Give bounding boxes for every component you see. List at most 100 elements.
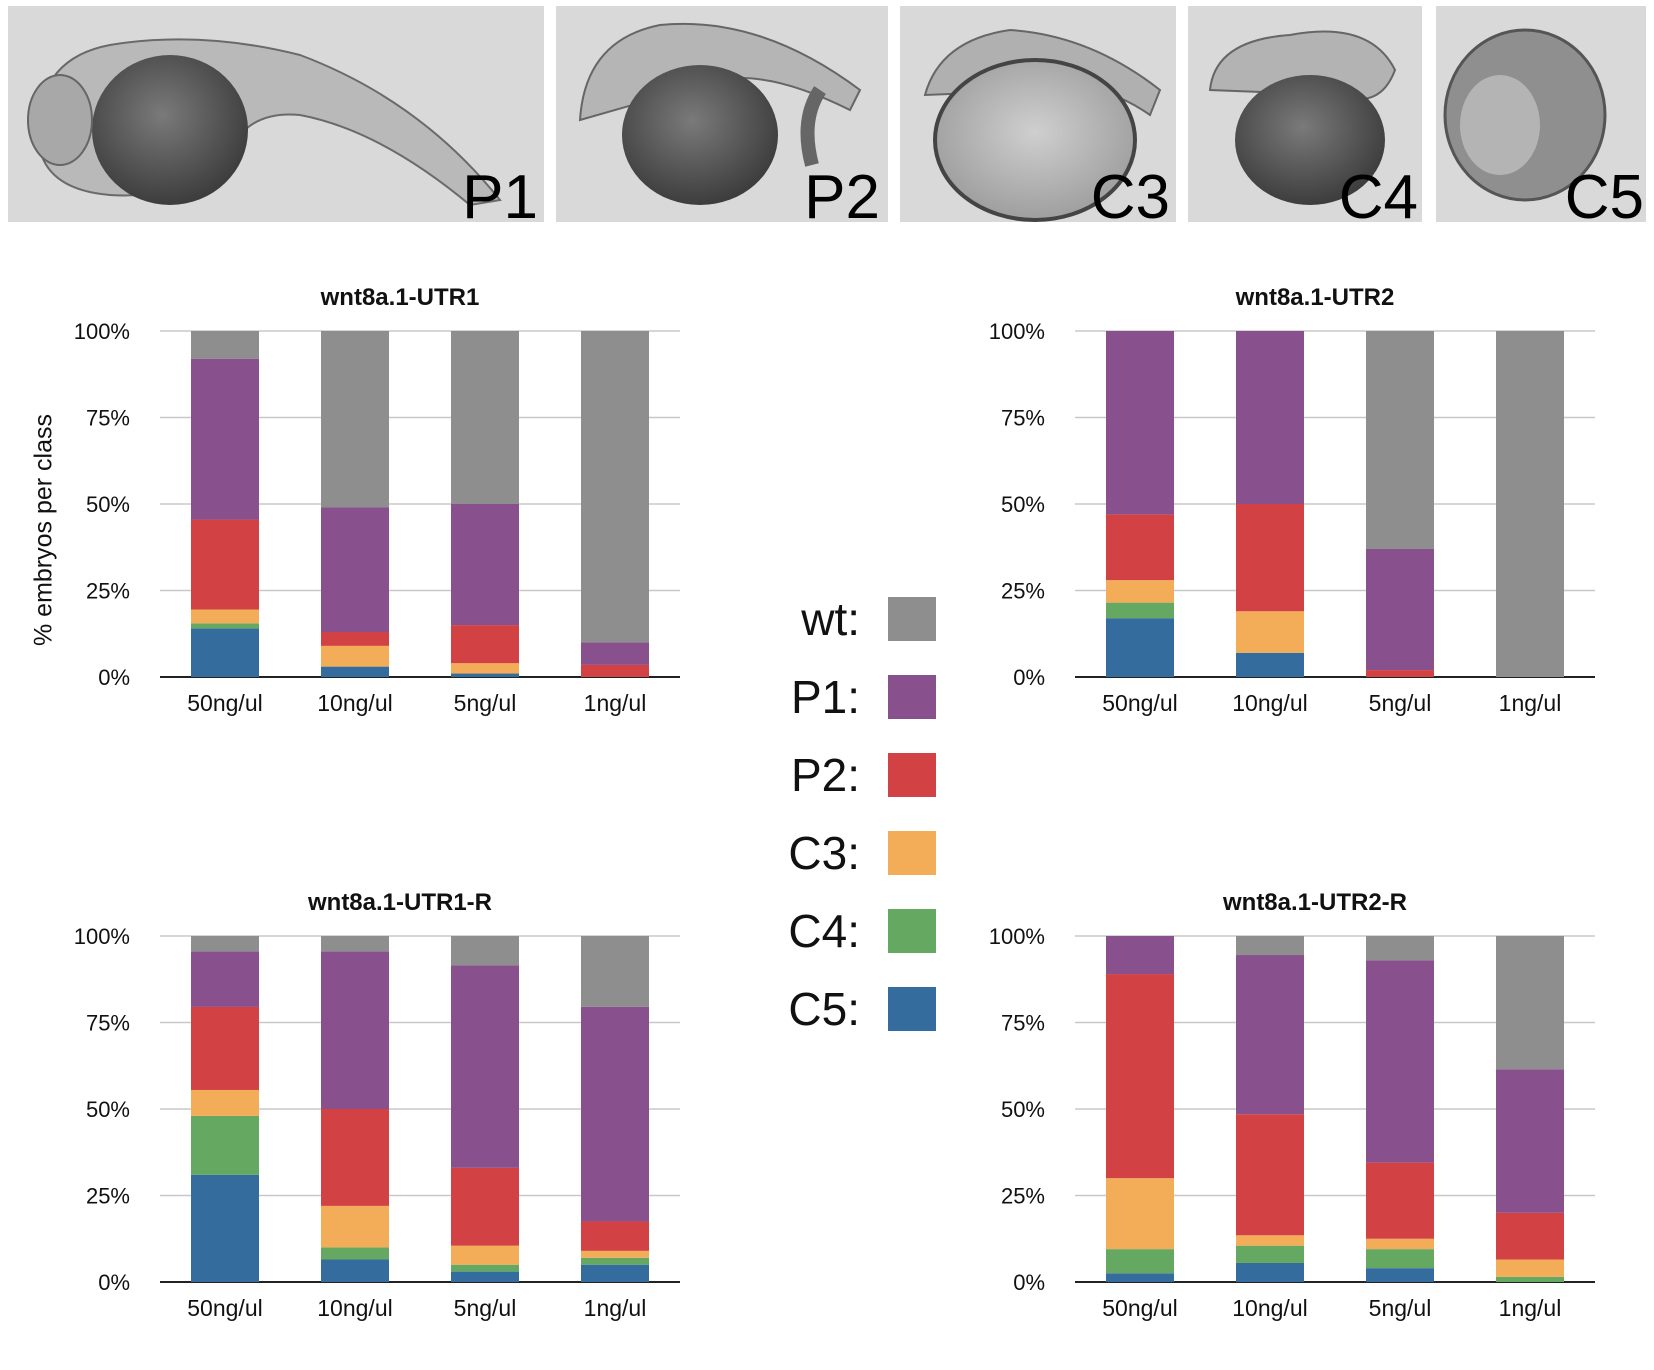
y-tick-label: 0% — [98, 1270, 130, 1295]
bar-segment-p2 — [451, 625, 519, 664]
bar-segment-c5 — [191, 628, 259, 677]
bar-segment-wt — [191, 331, 259, 359]
bar-segment-wt — [321, 936, 389, 952]
bar-segment-c3 — [1236, 611, 1304, 653]
bar-segment-p2 — [1106, 514, 1174, 581]
bar-segment-p1 — [1106, 331, 1174, 515]
chart-utr1: wnt8a.1-UTR1 0% 25% 50% 75% 100% 50ng/ul 10ng/u… — [74, 284, 680, 716]
x-tick-label: 5ng/ul — [454, 690, 517, 716]
bar-segment-wt — [1236, 936, 1304, 956]
legend-label: P2: — [790, 749, 860, 801]
bar-segment-p2 — [191, 519, 259, 610]
bar-segment-wt — [451, 331, 519, 504]
bar-segment-p2 — [581, 664, 649, 677]
x-tick-label: 5ng/ul — [454, 1295, 517, 1321]
legend-label: wt: — [801, 593, 860, 645]
bar-segment-c4 — [321, 1247, 389, 1260]
bar-segment-p2 — [191, 1006, 259, 1090]
bar-segment-c3 — [1106, 580, 1174, 603]
bar-segment-c5 — [191, 1174, 259, 1282]
bar-segment-c4 — [1366, 1249, 1434, 1269]
y-tick-label: 100% — [989, 319, 1045, 344]
bar-segment-c5 — [1236, 652, 1304, 677]
x-tick-label: 1ng/ul — [1499, 690, 1562, 716]
bar-segment-p1 — [581, 642, 649, 665]
bar-segment-p2 — [321, 632, 389, 646]
bar-segment-wt — [581, 936, 649, 1007]
bar-segment-c5 — [451, 1271, 519, 1282]
legend-label: C4: — [788, 905, 860, 957]
bar-segment-p1 — [451, 504, 519, 626]
y-tick-label: 75% — [1001, 1011, 1045, 1036]
bar-segment-c3 — [1236, 1235, 1304, 1246]
legend-item-c5: C5: — [770, 985, 970, 1033]
x-tick-label: 50ng/ul — [1102, 690, 1177, 716]
x-tick-label: 10ng/ul — [1232, 1295, 1307, 1321]
bar-segment-c3 — [191, 1089, 259, 1116]
bar-segment-c4 — [191, 623, 259, 629]
photo-panel-p2: P2 — [556, 6, 888, 230]
bar-segment-c4 — [1106, 602, 1174, 619]
photo-label-p1: P1 — [462, 163, 538, 230]
bar-segment-c3 — [451, 1245, 519, 1265]
y-tick-label: 25% — [86, 579, 130, 604]
chart-title: wnt8a.1-UTR1-R — [307, 889, 492, 916]
bar-segment-c3 — [451, 663, 519, 674]
bar-segment-c4 — [1106, 1249, 1174, 1274]
x-tick-label: 10ng/ul — [317, 690, 392, 716]
x-tick-label: 50ng/ul — [1102, 1295, 1177, 1321]
y-tick-label: 50% — [1001, 492, 1045, 517]
photo-label-c5: C5 — [1565, 163, 1644, 230]
legend-label: C5: — [788, 983, 860, 1035]
bar-segment-c3 — [1106, 1178, 1174, 1250]
chart-utr2-r: wnt8a.1-UTR2-R 0% 25% 50% 75% 100% 50ng/ul 10ng… — [989, 889, 1595, 1321]
legend-item-p1: P1: — [770, 673, 970, 721]
bar-segment-c4 — [191, 1115, 259, 1175]
bar-segment-p2 — [1236, 1114, 1304, 1236]
bar-segment-p2 — [1106, 974, 1174, 1179]
chart-title: wnt8a.1-UTR1 — [320, 284, 480, 311]
y-tick-label: 50% — [86, 1097, 130, 1122]
legend-swatch — [888, 831, 936, 875]
legend-swatch — [888, 753, 936, 797]
bar-segment-p1 — [1236, 331, 1304, 504]
bar-segment-c5 — [581, 1264, 649, 1282]
bar-segment-p1 — [191, 951, 259, 1007]
photo-panel-c3: C3 — [900, 6, 1176, 230]
bar-segment-p1 — [1366, 548, 1434, 671]
y-tick-label: 75% — [1001, 406, 1045, 431]
y-tick-label: 0% — [98, 665, 130, 690]
legend-swatch — [888, 987, 936, 1031]
photo-panel-p1: P1 — [8, 6, 544, 230]
legend-item-c3: C3: — [770, 829, 970, 877]
y-tick-label: 25% — [1001, 579, 1045, 604]
y-tick-label: 75% — [86, 406, 130, 431]
bar-segment-c5 — [321, 666, 389, 677]
x-tick-label: 10ng/ul — [1232, 690, 1307, 716]
bar-segment-p1 — [1236, 955, 1304, 1115]
legend-item-p2: P2: — [770, 751, 970, 799]
chart-utr1-r: wnt8a.1-UTR1-R 0% 25% 50% 75% 100% 50ng/ul 10ng… — [74, 889, 680, 1321]
chart-utr2: wnt8a.1-UTR2 0% 25% 50% 75% 100% 50ng/ul 10ng/u… — [989, 284, 1595, 716]
legend-swatch — [888, 597, 936, 641]
legend-label: C3: — [788, 827, 860, 879]
y-tick-label: 0% — [1013, 1270, 1045, 1295]
bar-segment-c5 — [1236, 1262, 1304, 1282]
bar-segment-p1 — [1366, 960, 1434, 1163]
legend-label: P1: — [790, 671, 860, 723]
x-tick-label: 50ng/ul — [187, 1295, 262, 1321]
bar-segment-p2 — [1366, 670, 1434, 677]
x-tick-label: 5ng/ul — [1369, 690, 1432, 716]
photo-label-c4: C4 — [1339, 163, 1418, 230]
bar-segment-wt — [451, 936, 519, 966]
photo-panel-c4: C4 — [1188, 6, 1422, 230]
bar-segment-c5 — [1106, 1273, 1174, 1282]
bar-segment-p1 — [451, 965, 519, 1168]
y-tick-label: 100% — [74, 319, 130, 344]
bar-segment-p1 — [1106, 936, 1174, 975]
y-tick-label: 75% — [86, 1011, 130, 1036]
bar-segment-p1 — [321, 951, 389, 1109]
embryo-photo-strip: P1 P2 C3 C4 C5 — [8, 6, 1646, 230]
bar-segment-c3 — [321, 1205, 389, 1248]
legend-item-wt: wt: — [770, 595, 970, 643]
